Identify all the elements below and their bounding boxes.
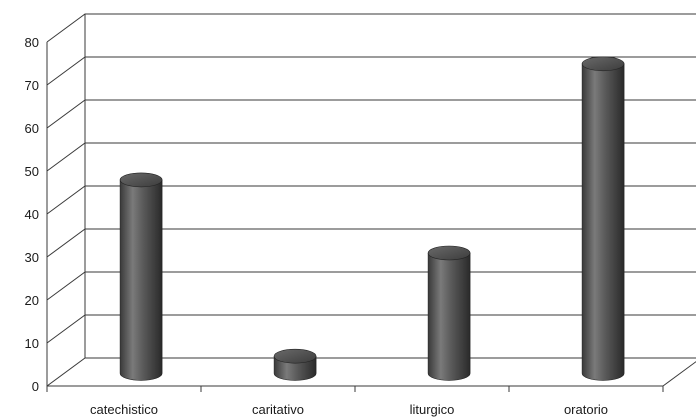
bar-cap-oratorio xyxy=(581,56,625,72)
y-tick-label-30: 30 xyxy=(25,250,39,265)
bar-oratorio xyxy=(581,56,625,381)
x-category-label-liturgico: liturgico xyxy=(410,402,455,417)
y-tick-label-20: 20 xyxy=(25,293,39,308)
x-axis-category-labels: catechistico caritativo liturgico oratorio xyxy=(90,402,608,417)
y-tick-label-80: 80 xyxy=(25,35,39,50)
x-category-label-catechistico: catechistico xyxy=(90,402,158,417)
y-tick-label-0: 0 xyxy=(32,379,39,394)
gridline-80 xyxy=(46,13,696,43)
x-category-label-oratorio: oratorio xyxy=(564,402,608,417)
floor-outline xyxy=(46,357,696,387)
bar-cap-liturgico xyxy=(427,245,471,261)
y-axis-tick-labels: 0 10 20 30 40 50 60 70 80 xyxy=(25,35,39,394)
y-tick-label-10: 10 xyxy=(25,336,39,351)
y-tick-label-40: 40 xyxy=(25,207,39,222)
bar-cap-caritativo xyxy=(273,348,317,364)
gridlines xyxy=(46,13,696,392)
bar-liturgico xyxy=(427,245,471,381)
y-tick-label-60: 60 xyxy=(25,121,39,136)
bar-body-catechistico xyxy=(119,179,163,381)
x-category-label-caritativo: caritativo xyxy=(252,402,304,417)
bars xyxy=(119,56,625,381)
y-tick-label-50: 50 xyxy=(25,164,39,179)
floor-right-edge xyxy=(662,361,696,387)
bar-body-liturgico xyxy=(427,252,471,381)
bar-catechistico xyxy=(119,172,163,381)
bar-body-oratorio xyxy=(581,63,625,381)
bar-cap-catechistico xyxy=(119,172,163,188)
bar-caritativo xyxy=(273,348,317,381)
y-tick-label-70: 70 xyxy=(25,78,39,93)
